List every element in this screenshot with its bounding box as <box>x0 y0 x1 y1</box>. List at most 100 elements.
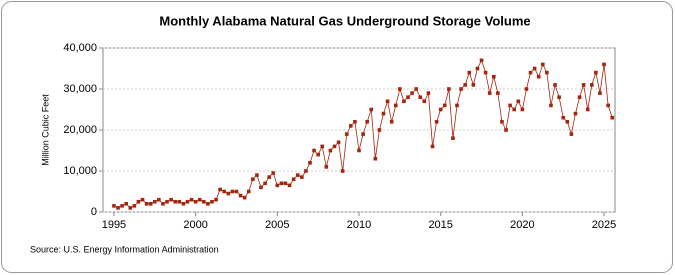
data-point <box>598 91 602 95</box>
data-point <box>361 132 365 136</box>
chart-title: Monthly Alabama Natural Gas Underground … <box>159 13 530 28</box>
data-point <box>512 107 517 112</box>
data-point <box>152 199 157 204</box>
data-point <box>255 173 259 177</box>
data-point <box>418 95 423 99</box>
data-point <box>532 66 537 71</box>
data-point <box>136 199 141 204</box>
data-point <box>528 70 533 75</box>
data-point <box>581 83 586 87</box>
data-point <box>177 199 182 204</box>
x-tick-label: 2000 <box>183 219 207 231</box>
data-point <box>545 70 549 75</box>
data-point <box>585 107 590 112</box>
data-point <box>536 74 541 79</box>
data-point <box>300 175 304 179</box>
data-point <box>144 202 149 206</box>
data-point <box>410 91 414 95</box>
data-point <box>369 107 374 112</box>
data-point <box>324 165 329 169</box>
source-note: Source: U.S. Energy Information Administ… <box>30 244 219 254</box>
data-point <box>344 132 349 136</box>
data-point <box>602 62 606 67</box>
data-point <box>287 183 292 188</box>
y-tick-label: 20,000 <box>63 124 97 136</box>
x-tick-label: 2010 <box>347 219 371 231</box>
data-point <box>295 173 300 177</box>
data-point <box>157 197 161 202</box>
data-point <box>442 103 447 108</box>
data-point <box>590 83 594 87</box>
data-point <box>308 161 312 165</box>
data-point <box>267 175 271 179</box>
y-tick-label: 10,000 <box>63 165 97 177</box>
data-point <box>569 132 574 136</box>
data-point <box>594 70 598 75</box>
data-point <box>524 87 529 91</box>
x-tick-label: 2005 <box>265 219 289 231</box>
data-point <box>124 202 128 206</box>
data-point <box>549 103 553 108</box>
data-point <box>214 197 218 202</box>
data-point <box>120 204 124 208</box>
data-point <box>557 95 561 99</box>
data-point <box>463 83 467 87</box>
data-point <box>340 169 345 173</box>
data-point <box>112 204 116 208</box>
data-point <box>438 107 443 112</box>
data-point <box>508 103 512 108</box>
data-point <box>336 140 341 145</box>
data-point <box>573 111 578 116</box>
data-point <box>491 74 496 79</box>
data-point <box>128 206 133 210</box>
data-point <box>610 115 615 120</box>
data-point <box>553 83 557 87</box>
x-tick-label: 2025 <box>592 219 616 231</box>
data-point <box>365 120 369 124</box>
data-point <box>140 197 145 202</box>
data-point <box>500 120 504 124</box>
data-point <box>161 202 165 206</box>
data-point <box>487 91 492 95</box>
data-point <box>169 197 173 202</box>
data-point <box>479 58 484 63</box>
data-point <box>398 87 402 91</box>
data-point <box>251 177 255 181</box>
data-point <box>353 120 357 124</box>
data-point <box>561 115 566 120</box>
y-tick-label: 0 <box>91 206 97 218</box>
data-point <box>467 70 472 75</box>
data-point <box>226 191 231 196</box>
data-point <box>483 70 488 75</box>
x-tick-label: 2015 <box>428 219 452 231</box>
data-point <box>577 95 582 99</box>
data-point <box>455 103 459 108</box>
data-point <box>304 169 308 173</box>
data-point <box>504 128 508 132</box>
data-point <box>430 144 435 149</box>
data-point <box>234 189 239 194</box>
data-point <box>606 103 610 108</box>
data-point <box>316 152 320 157</box>
data-point <box>218 187 222 192</box>
data-point <box>422 99 427 104</box>
data-point <box>181 202 186 206</box>
data-point <box>540 62 545 67</box>
data-point <box>434 120 439 124</box>
data-point <box>165 199 169 204</box>
data-point <box>565 120 570 124</box>
data-point <box>201 199 206 204</box>
data-point <box>389 120 394 124</box>
data-point <box>197 197 202 202</box>
data-point <box>185 199 190 204</box>
data-point <box>246 189 251 194</box>
data-point <box>271 171 276 175</box>
data-point <box>459 87 463 91</box>
data-point <box>193 199 198 204</box>
data-point <box>148 202 153 206</box>
data-point <box>471 83 476 87</box>
data-point <box>242 195 247 200</box>
data-point <box>496 91 500 95</box>
x-tick-label: 1995 <box>102 219 126 231</box>
